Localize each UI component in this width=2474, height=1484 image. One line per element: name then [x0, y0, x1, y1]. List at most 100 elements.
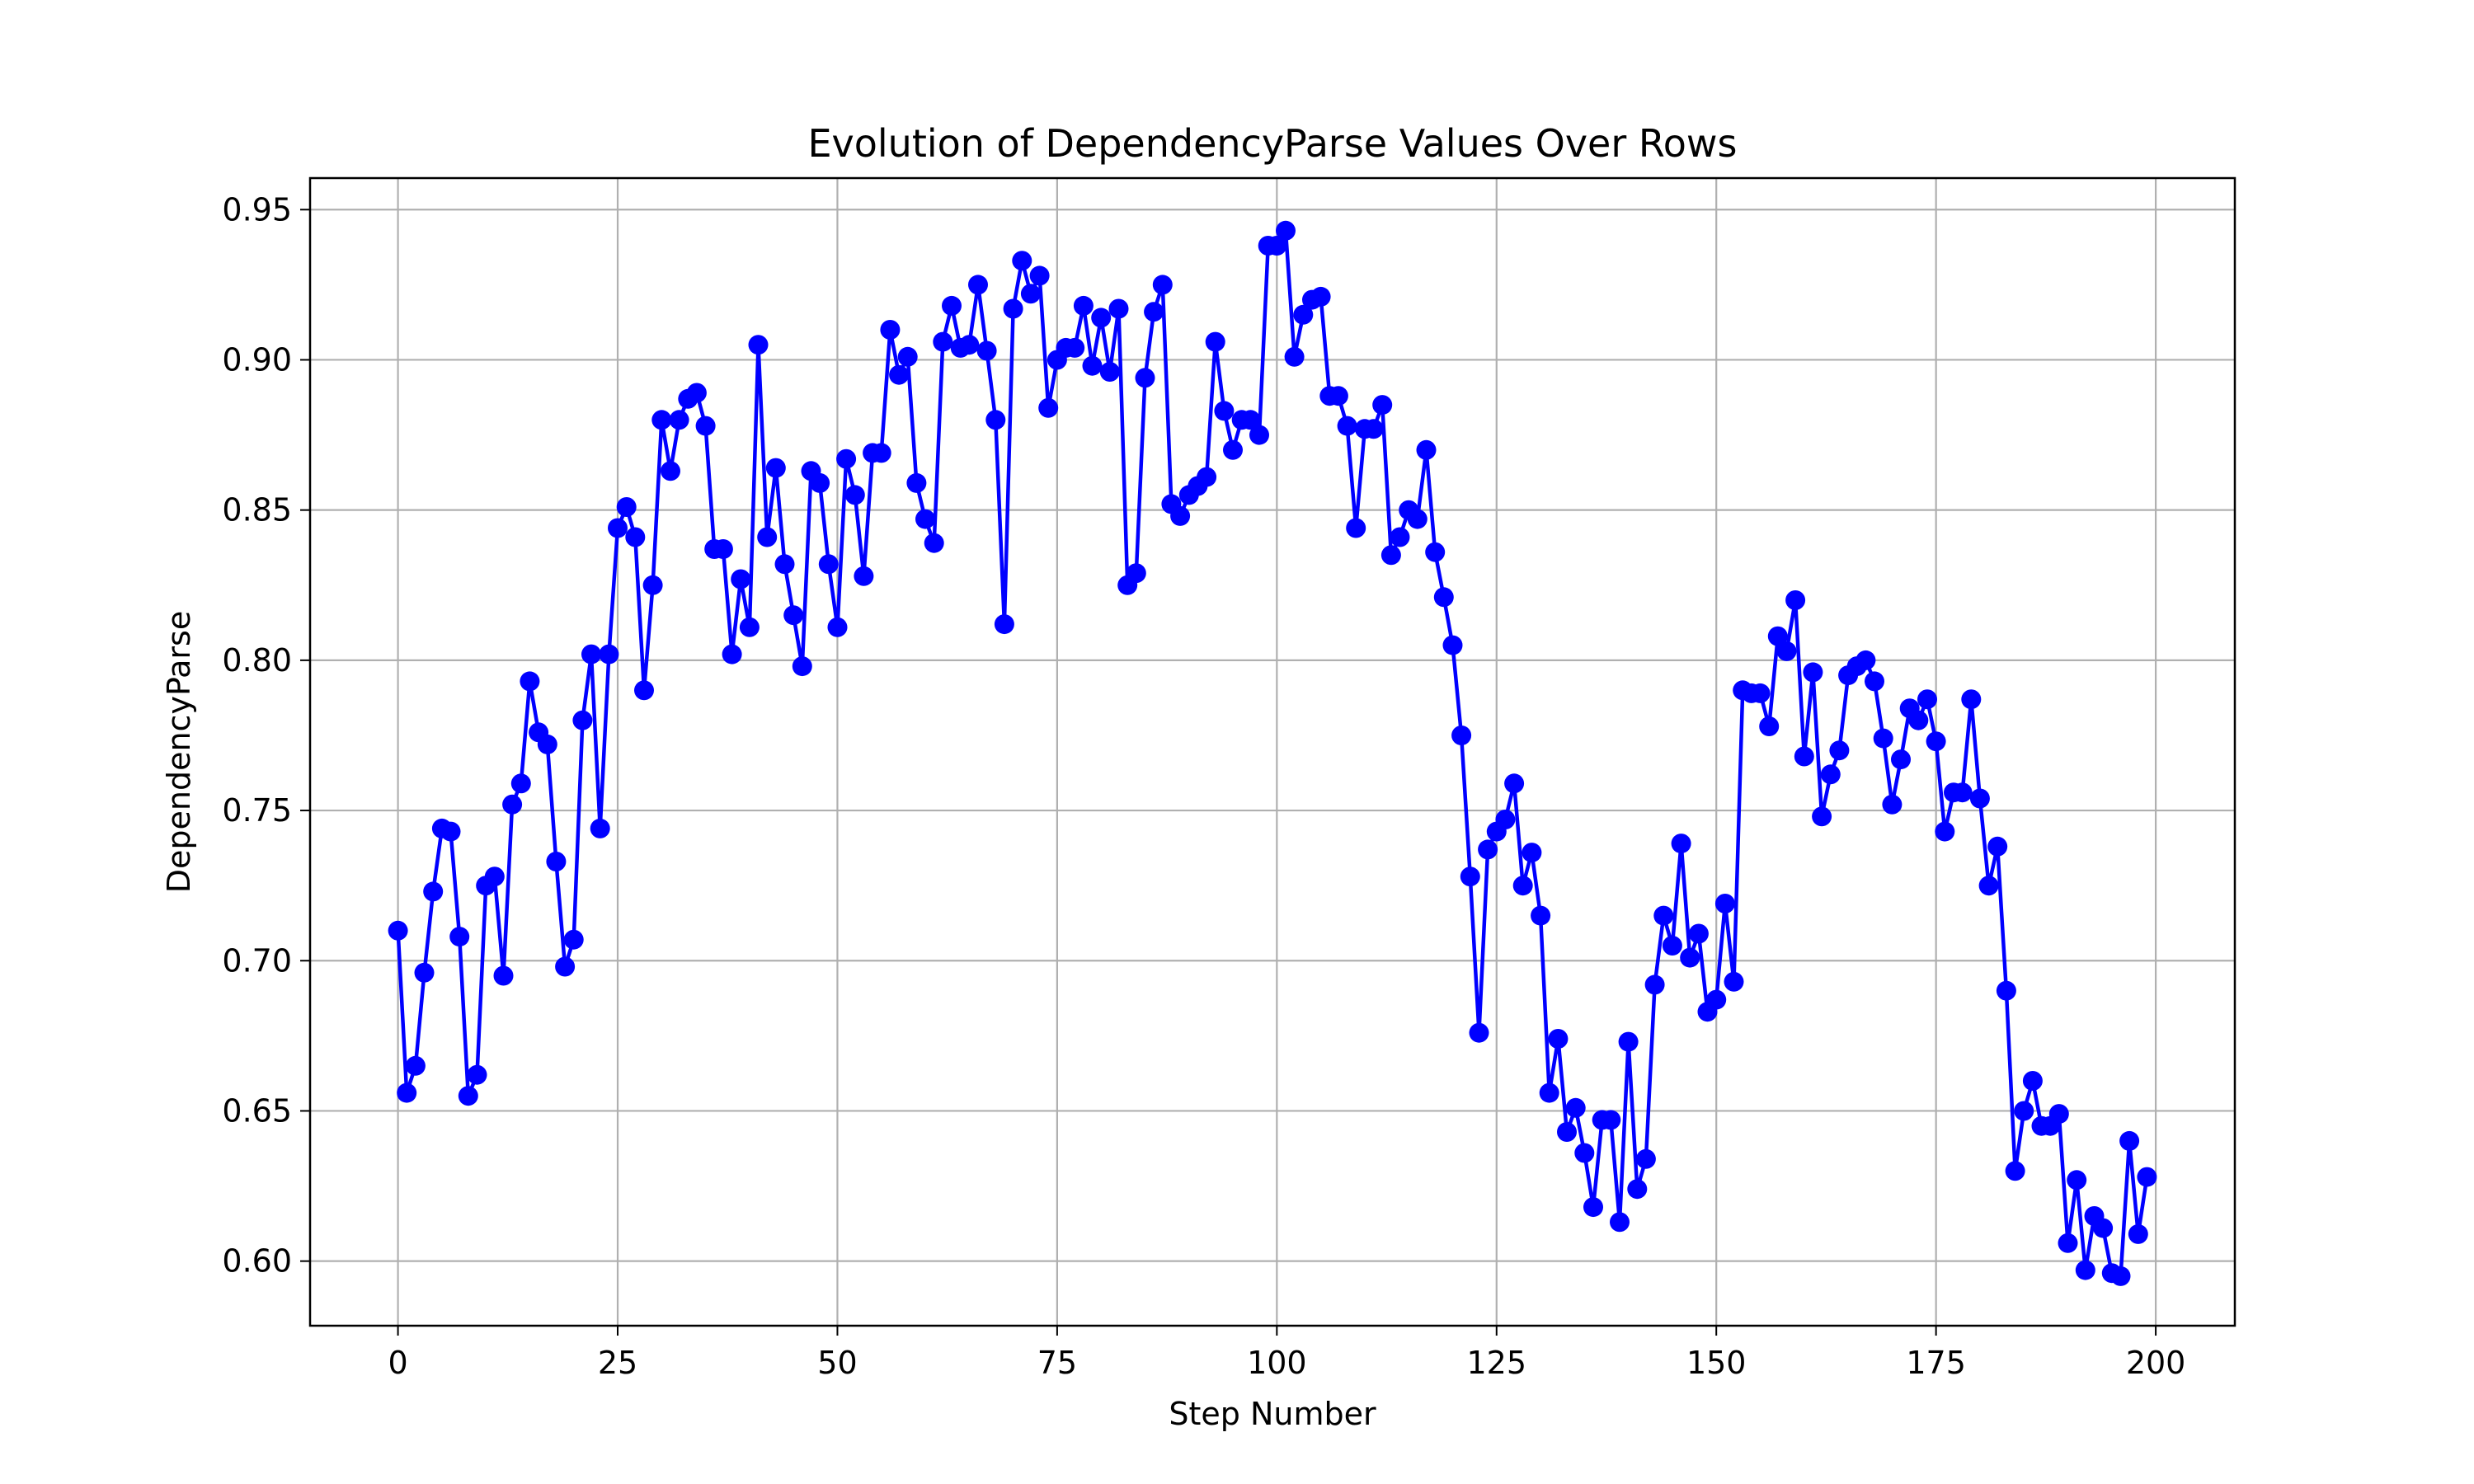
data-point [1714, 894, 1735, 913]
axis-ticks: 0 25 50 75 100 125 150 175 200 0.60 0.65 0.70 0.75 0.… [222, 191, 2185, 1381]
data-point [871, 443, 891, 463]
data-point [388, 920, 408, 941]
data-point [1126, 563, 1146, 584]
data-point [2075, 1260, 2095, 1280]
data-point [924, 533, 944, 553]
data-point [1372, 395, 1393, 416]
data-point [608, 518, 628, 538]
data-point [581, 644, 601, 665]
x-tick-label: 125 [1467, 1345, 1527, 1381]
data-point [1961, 689, 1982, 710]
data-point [1416, 439, 1437, 460]
x-tick-label: 100 [1247, 1345, 1307, 1381]
data-point [1688, 923, 1709, 944]
data-point [1759, 716, 1780, 736]
data-point [2014, 1101, 2034, 1121]
data-point [976, 340, 997, 361]
y-tick-label: 0.70 [222, 942, 292, 979]
data-point [405, 1055, 426, 1076]
x-tick-label: 50 [817, 1345, 857, 1381]
data-point [1574, 1143, 1595, 1163]
data-point [1170, 505, 1191, 526]
data-point [1390, 527, 1410, 547]
data-point [906, 472, 927, 493]
data-point [748, 335, 769, 355]
data-point [2022, 1071, 2043, 1091]
data-point [1635, 1148, 1656, 1169]
data-point [493, 965, 514, 986]
y-tick-label: 0.75 [222, 792, 292, 829]
data-point [1407, 509, 1427, 529]
data-point [783, 605, 804, 626]
data-point [1653, 905, 1674, 926]
data-point [1644, 974, 1665, 995]
data-point [484, 866, 505, 887]
data-point [1144, 302, 1164, 322]
data-point [686, 383, 707, 403]
data-point [520, 671, 540, 692]
data-point [897, 346, 918, 367]
data-point [810, 472, 830, 493]
data-point [1442, 635, 1463, 655]
data-point [844, 485, 865, 505]
data-point [1065, 337, 1085, 358]
data-point [449, 927, 470, 947]
data-point [968, 275, 988, 295]
data-point [1003, 298, 1023, 319]
data-point [510, 773, 531, 794]
data-point [1601, 1110, 1621, 1130]
data-point [1882, 794, 1903, 815]
data-point [1478, 839, 1498, 860]
data-point [555, 956, 576, 977]
data-point [774, 554, 795, 575]
data-point [1750, 683, 1771, 703]
data-point [2119, 1130, 2140, 1151]
data-point [1099, 362, 1120, 382]
data-point [1152, 275, 1173, 295]
x-tick-label: 150 [1686, 1345, 1747, 1381]
data-point [1328, 386, 1348, 406]
data-point [642, 575, 663, 595]
data-point [1091, 308, 1112, 328]
data-point [2093, 1218, 2114, 1238]
data-point [1969, 788, 1990, 809]
data-point [1829, 740, 1850, 761]
data-point [1978, 876, 1999, 896]
data-point [1310, 286, 1331, 307]
y-axis-title: DependencyParse [161, 611, 197, 893]
data-point [1504, 773, 1525, 794]
data-point [661, 461, 680, 481]
data-point [1583, 1197, 1603, 1218]
plot-frame [308, 176, 2236, 1327]
data-point [414, 962, 435, 983]
data-point [1276, 220, 1296, 241]
data-point [1812, 806, 1832, 827]
data-point [669, 410, 689, 430]
data-point [731, 569, 751, 589]
data-point [2128, 1223, 2148, 1244]
chart-title: Evolution of DependencyParse Values Over… [807, 121, 1737, 166]
data-point [915, 509, 935, 529]
y-tick-label: 0.85 [222, 492, 292, 528]
data-point [2058, 1233, 2078, 1253]
data-point [2067, 1170, 2087, 1190]
y-tick-label: 0.65 [222, 1092, 292, 1129]
data-point [2048, 1104, 2069, 1125]
data-point [2005, 1161, 2025, 1181]
x-tick-label: 200 [2126, 1345, 2186, 1381]
data-point [1776, 641, 1797, 661]
data-point [1767, 626, 1788, 646]
data-point [985, 410, 1006, 430]
data-point [1680, 947, 1700, 968]
data-point [1557, 1122, 1577, 1142]
data-point [792, 656, 812, 677]
data-point [1425, 542, 1446, 562]
data-point [563, 929, 584, 950]
data-point [1012, 251, 1032, 271]
data-point [739, 617, 760, 637]
data-point [1512, 876, 1533, 896]
data-point [599, 644, 619, 665]
data-point [467, 1064, 487, 1085]
data-series [388, 220, 2157, 1286]
